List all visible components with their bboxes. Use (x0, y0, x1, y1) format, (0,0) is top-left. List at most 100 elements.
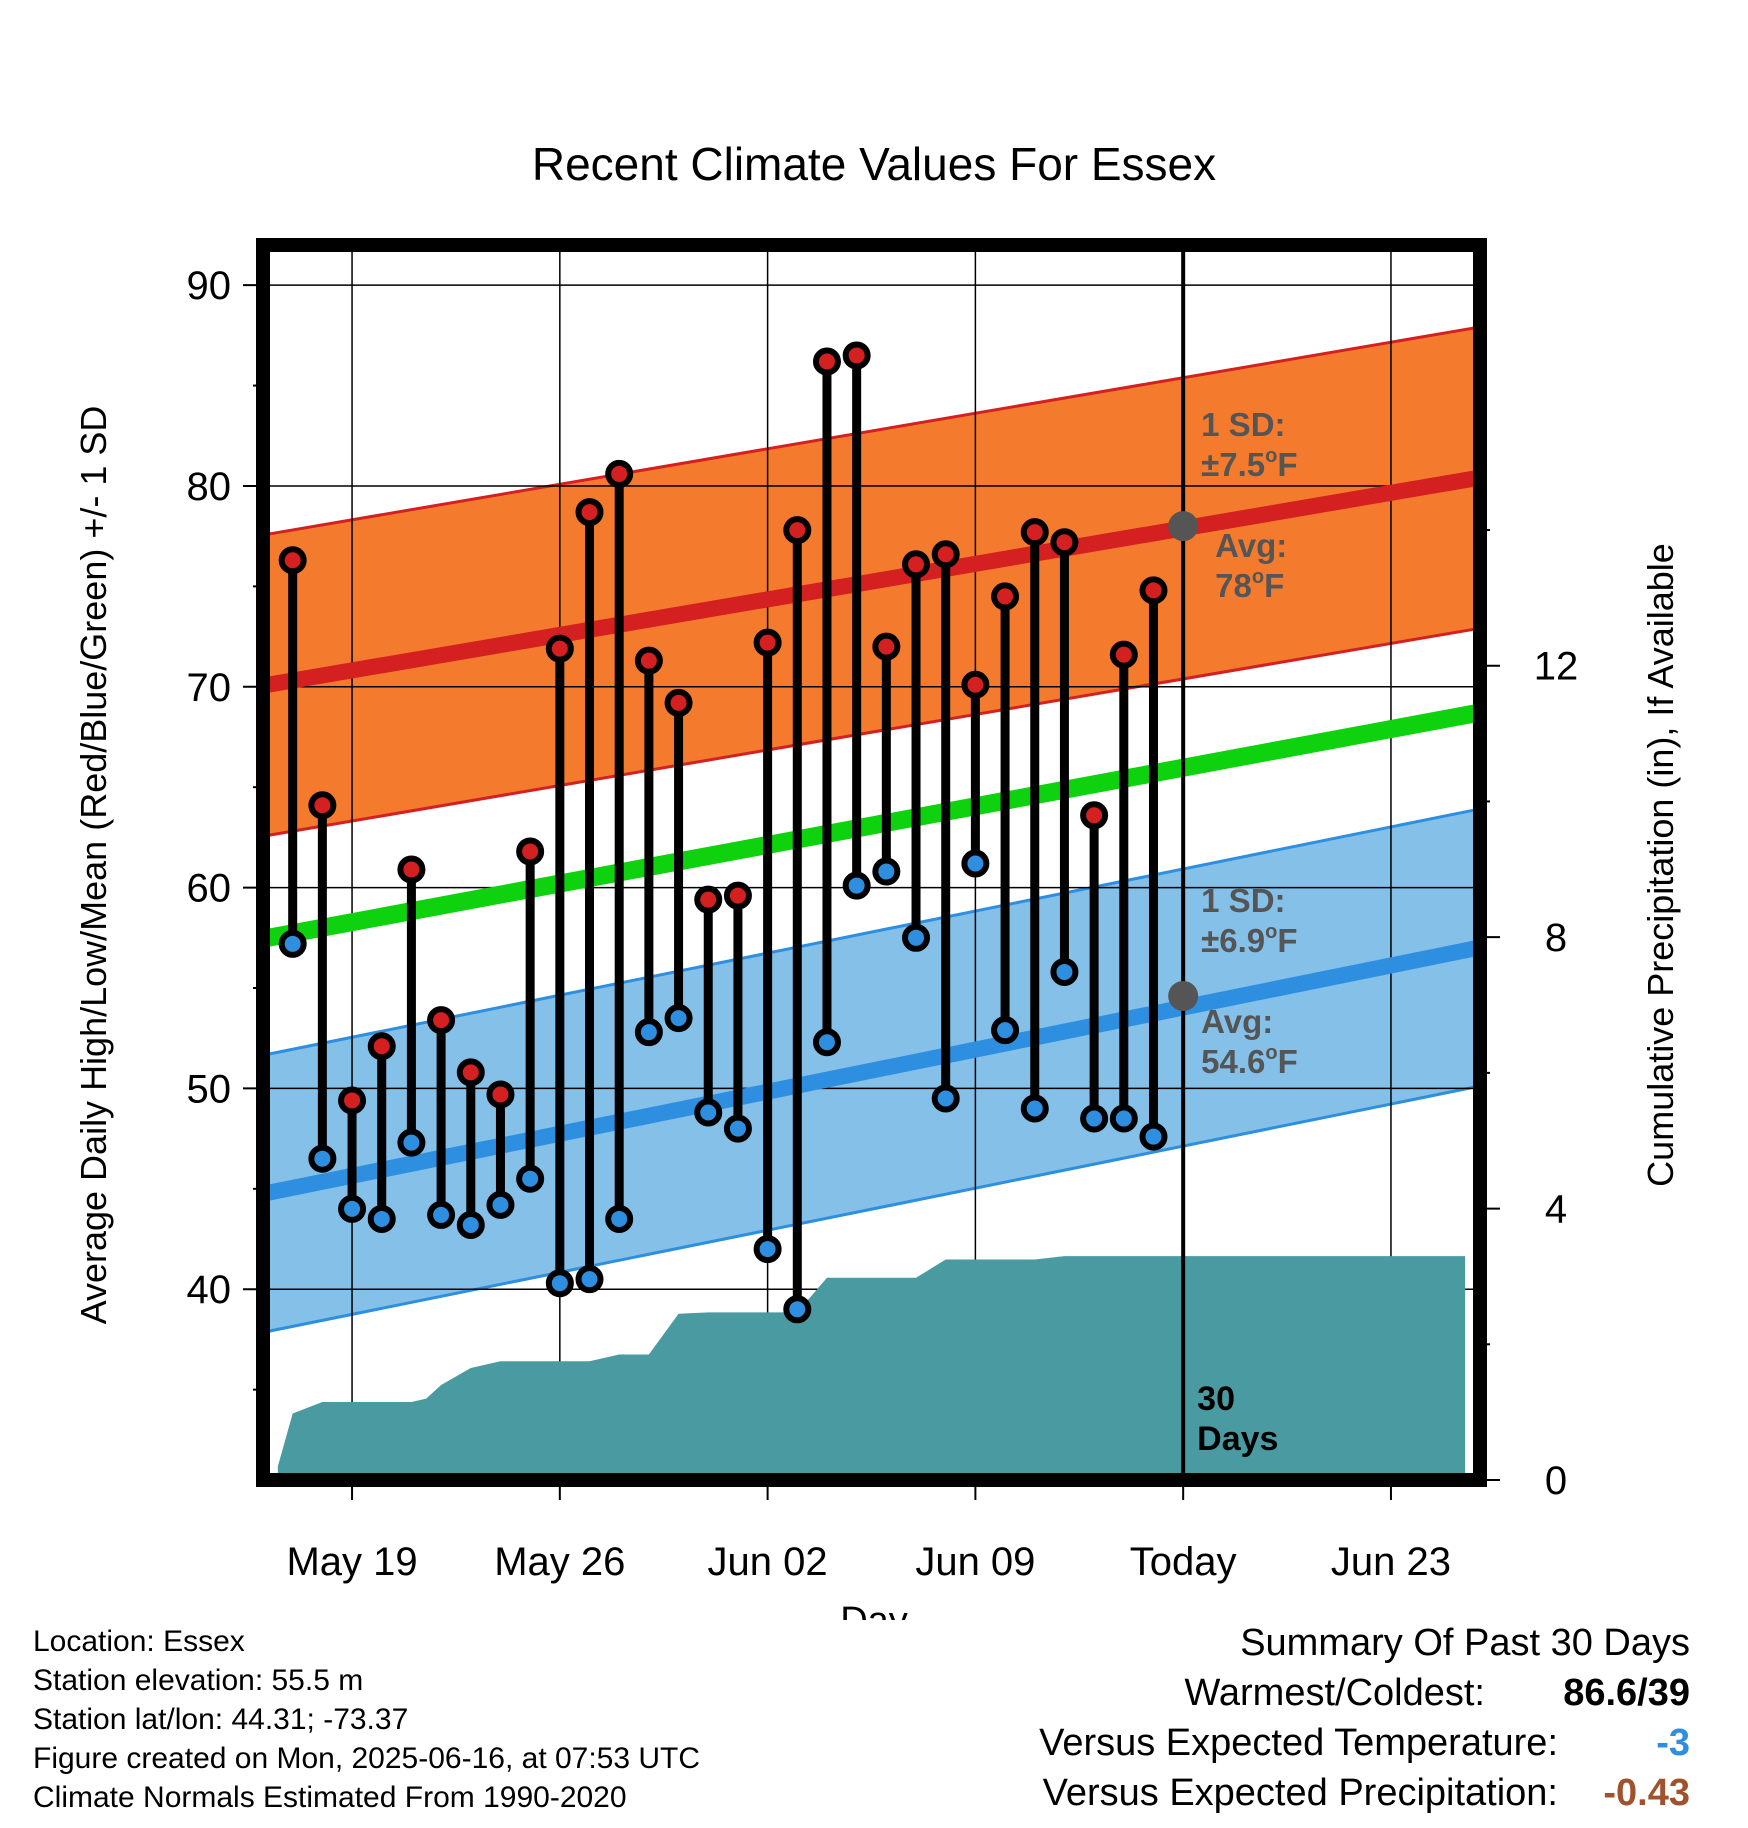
daily-low-point (1050, 957, 1079, 986)
high-avg-value: 78oF (1215, 566, 1284, 604)
daily-low-point (486, 1190, 515, 1219)
low-sd-degree: o (1265, 921, 1277, 943)
normal-mean-line (266, 704, 1480, 947)
daily-low-point (367, 1204, 396, 1233)
daily-high-point (723, 881, 752, 910)
y-tick-label: 80 (187, 465, 232, 509)
y-tick-label: 90 (187, 264, 232, 308)
high-sd-unit: F (1277, 446, 1297, 483)
chart-title: Recent Climate Values For Essex (532, 138, 1216, 190)
daily-high-point (1109, 640, 1138, 669)
high-sd-number: ±7.5 (1201, 446, 1265, 483)
daily-low-point (664, 1004, 693, 1033)
precip-diff-value: -0.43 (1603, 1772, 1690, 1814)
y-tick-label: 50 (187, 1067, 232, 1111)
low-avg-label: Avg: (1201, 1003, 1273, 1040)
daily-high-point (367, 1032, 396, 1061)
temp-diff-value: -3 (1656, 1722, 1690, 1764)
low-avg-unit: F (1278, 1043, 1298, 1080)
temp-diff-row: Versus Expected Temperature: -3 (790, 1722, 1690, 1772)
station-info: Location: Essex Station elevation: 55.5 … (33, 1622, 700, 1817)
daily-high-point (516, 837, 545, 866)
axes: 40 50 60 70 80 90 0 4 8 12 May 19 May 26 Jun 02 Jun 0… (187, 238, 1579, 1584)
x-tick-label: Jun 23 (1331, 1540, 1451, 1584)
high-avg-degree: o (1252, 566, 1264, 588)
precip-diff-label: Versus Expected Precipitation: (1042, 1772, 1558, 1814)
cumulative-precip-area (277, 1256, 1466, 1480)
x-tick-label: May 19 (286, 1540, 417, 1584)
low-sd-band-upper-edge (267, 807, 1479, 1056)
daily-low-point (634, 1018, 663, 1047)
daily-high-point (664, 688, 693, 717)
daily-high-point (694, 885, 723, 914)
x-tick-label: Jun 02 (708, 1540, 828, 1584)
warmest-row: Warmest/Coldest: 86.6/39 (790, 1672, 1690, 1722)
daily-low-point (694, 1098, 723, 1127)
daily-high-point (1080, 801, 1109, 830)
precip-diff-row: Versus Expected Precipitation: -0.43 (790, 1772, 1690, 1822)
y2-tick-label: 12 (1534, 645, 1579, 689)
daily-low-point (842, 871, 871, 900)
daily-low-point (902, 923, 931, 952)
daily-high-point (427, 1006, 456, 1035)
daily-low-point (753, 1235, 782, 1264)
daily-low-point (605, 1204, 634, 1233)
daily-high-point (902, 550, 931, 579)
daily-high-point (961, 670, 990, 699)
y-tick-label: 60 (187, 867, 232, 911)
high-sd-label: 1 SD: (1201, 406, 1285, 443)
daily-high-point (605, 459, 634, 488)
summary-title-row: Summary Of Past 30 Days (790, 1622, 1690, 1672)
daily-low-point (545, 1269, 574, 1298)
daily-high-point (545, 634, 574, 663)
y-tick-label: 70 (187, 666, 232, 710)
elevation-text: Station elevation: 55.5 m (33, 1664, 364, 1697)
y-tick-label: 40 (187, 1268, 232, 1312)
daily-low-point (812, 1028, 841, 1057)
daily-low-point (1080, 1104, 1109, 1133)
location-text: Location: Essex (33, 1625, 245, 1658)
daily-low-point (1020, 1094, 1049, 1123)
daily-low-point (1139, 1122, 1168, 1151)
daily-high-point (278, 546, 307, 575)
y2-tick-label: 4 (1545, 1188, 1567, 1232)
y-axis-label: Average Daily High/Low/Mean (Red/Blue/Gr… (73, 406, 114, 1325)
high-avg-label: Avg: (1215, 527, 1287, 564)
y2-tick-label: 8 (1545, 916, 1567, 960)
normals-text: Climate Normals Estimated From 1990-2020 (33, 1781, 627, 1814)
daily-low-point (516, 1164, 545, 1193)
daily-high-point (931, 540, 960, 569)
high-avg-number: 78 (1215, 567, 1252, 604)
warmest-label: Warmest/Coldest: (1184, 1672, 1485, 1714)
low-avg-degree: o (1265, 1042, 1277, 1064)
daily-low-point (397, 1128, 426, 1157)
daily-low-point (872, 857, 901, 886)
summary-title: Summary Of Past 30 Days (1240, 1622, 1690, 1664)
x-tick-label: Jun 09 (915, 1540, 1035, 1584)
daily-high-point (991, 582, 1020, 611)
high-today-avg-point (1168, 511, 1199, 542)
warmest-value: 86.6/39 (1563, 1672, 1690, 1714)
daily-low-point (931, 1084, 960, 1113)
window-label-days-word: Days (1197, 1420, 1278, 1458)
temp-diff-label: Versus Expected Temperature: (1039, 1722, 1558, 1764)
window-label-days-count: 30 (1197, 1380, 1235, 1418)
created-text: Figure created on Mon, 2025-06-16, at 07… (33, 1742, 701, 1775)
high-sd-value: ±7.5oF (1201, 445, 1297, 483)
low-sd-unit: F (1277, 922, 1297, 959)
y2-axis-label: Cumulative Precipitation (in), If Availa… (1640, 543, 1681, 1187)
low-avg-value: 54.6oF (1201, 1042, 1298, 1080)
daily-high-point (1020, 518, 1049, 547)
daily-high-point (338, 1086, 367, 1115)
plot-frame (256, 238, 1487, 1487)
daily-high-point (872, 632, 901, 661)
low-today-avg-point (1168, 981, 1199, 1012)
high-sd-band-lower-edge (267, 627, 1479, 837)
daily-high-point (812, 347, 841, 376)
daily-high-point (783, 516, 812, 545)
daily-low-point (991, 1016, 1020, 1045)
high-avg-unit: F (1264, 567, 1284, 604)
